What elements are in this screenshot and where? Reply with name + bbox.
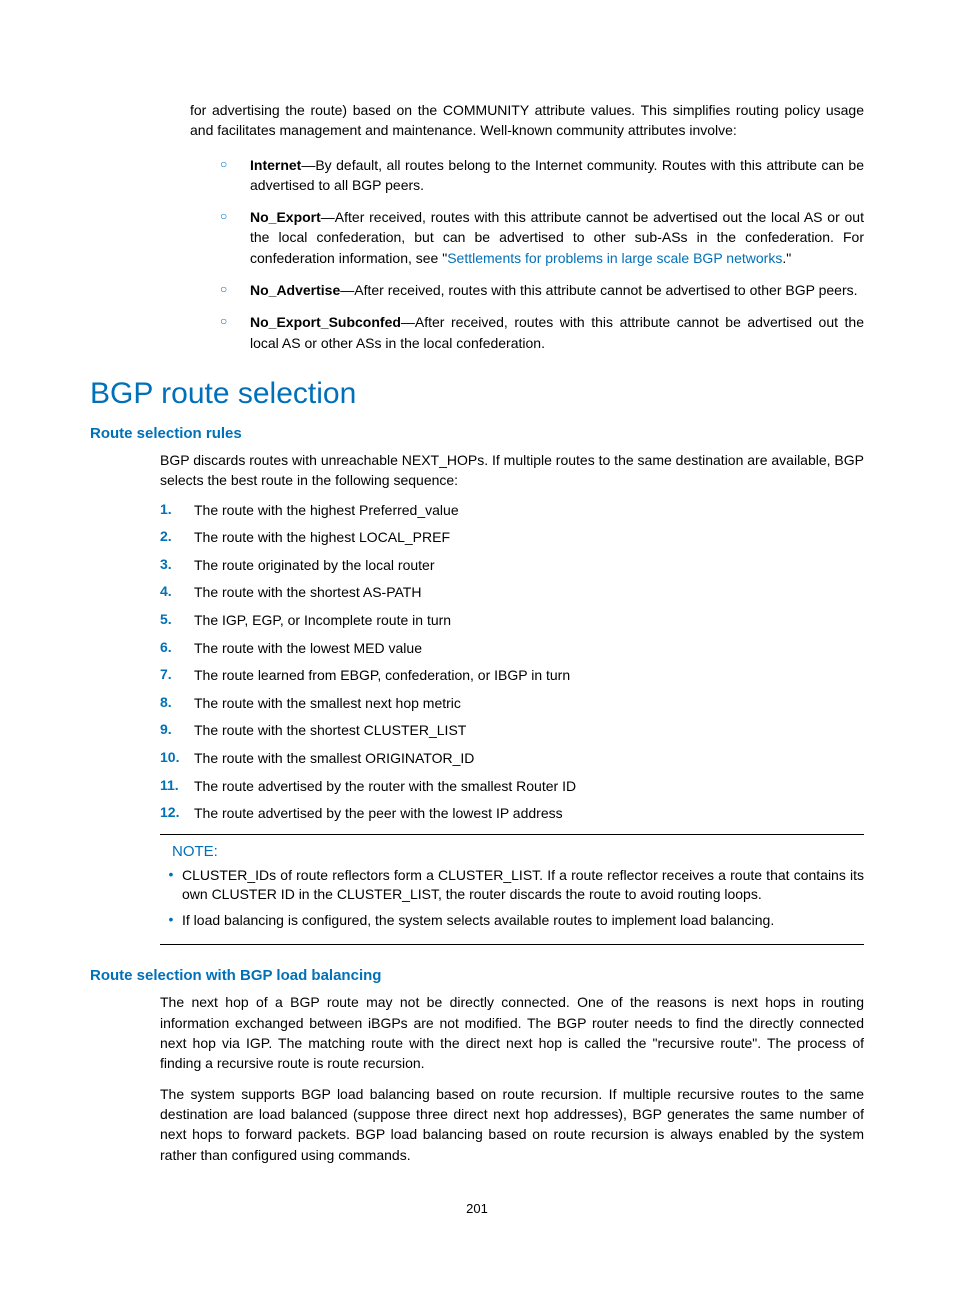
bullet-icon: • — [160, 866, 182, 905]
rule-text: The IGP, EGP, or Incomplete route in tur… — [194, 611, 864, 631]
rules-intro-paragraph: BGP discards routes with unreachable NEX… — [160, 450, 864, 491]
rule-item: 8.The route with the smallest next hop m… — [160, 694, 864, 714]
load-balancing-paragraph-2: The system supports BGP load balancing b… — [160, 1084, 864, 1165]
rule-number: 10. — [160, 749, 194, 769]
rule-number: 2. — [160, 528, 194, 548]
rule-item: 7.The route learned from EBGP, confedera… — [160, 666, 864, 686]
bullet-icon: ○ — [220, 155, 250, 196]
section-heading: BGP route selection — [90, 377, 864, 411]
bullet-icon: • — [160, 911, 182, 931]
rule-text: The route advertised by the peer with th… — [194, 804, 864, 824]
load-balancing-paragraph-1: The next hop of a BGP route may not be d… — [160, 992, 864, 1073]
rule-number: 4. — [160, 583, 194, 603]
rule-text: The route with the shortest CLUSTER_LIST — [194, 721, 864, 741]
subsection-heading: Route selection with BGP load balancing — [90, 967, 864, 984]
rule-item: 12.The route advertised by the peer with… — [160, 804, 864, 824]
rule-item: 4.The route with the shortest AS-PATH — [160, 583, 864, 603]
item-text: No_Export_Subconfed—After received, rout… — [250, 312, 864, 353]
note-text: If load balancing is configured, the sys… — [182, 911, 864, 931]
bullet-icon: ○ — [220, 280, 250, 300]
rule-text: The route with the smallest ORIGINATOR_I… — [194, 749, 864, 769]
intro-paragraph: for advertising the route) based on the … — [190, 100, 864, 141]
rule-text: The route with the lowest MED value — [194, 639, 864, 659]
rule-item: 6.The route with the lowest MED value — [160, 639, 864, 659]
note-item: • CLUSTER_IDs of route reflectors form a… — [160, 866, 864, 905]
rule-item: 3.The route originated by the local rout… — [160, 556, 864, 576]
note-box: NOTE: • CLUSTER_IDs of route reflectors … — [160, 834, 864, 946]
item-text: No_Advertise—After received, routes with… — [250, 280, 864, 300]
rule-item: 2.The route with the highest LOCAL_PREF — [160, 528, 864, 548]
subsection-heading: Route selection rules — [90, 425, 864, 442]
rule-number: 6. — [160, 639, 194, 659]
rule-item: 10.The route with the smallest ORIGINATO… — [160, 749, 864, 769]
route-selection-rules-list: 1.The route with the highest Preferred_v… — [160, 501, 864, 824]
rule-text: The route originated by the local router — [194, 556, 864, 576]
community-attributes-list: ○ Internet—By default, all routes belong… — [220, 155, 864, 353]
rule-text: The route advertised by the router with … — [194, 777, 864, 797]
rule-number: 9. — [160, 721, 194, 741]
note-item: • If load balancing is configured, the s… — [160, 911, 864, 931]
note-text: CLUSTER_IDs of route reflectors form a C… — [182, 866, 864, 905]
rule-item: 5.The IGP, EGP, or Incomplete route in t… — [160, 611, 864, 631]
rule-text: The route with the shortest AS-PATH — [194, 583, 864, 603]
rule-text: The route with the highest Preferred_val… — [194, 501, 864, 521]
rule-text: The route with the highest LOCAL_PREF — [194, 528, 864, 548]
bullet-icon: ○ — [220, 312, 250, 353]
item-text: Internet—By default, all routes belong t… — [250, 155, 864, 196]
cross-reference-link[interactable]: Settlements for problems in large scale … — [447, 250, 782, 266]
list-item: ○ No_Export—After received, routes with … — [220, 207, 864, 268]
item-text: No_Export—After received, routes with th… — [250, 207, 864, 268]
rule-text: The route with the smallest next hop met… — [194, 694, 864, 714]
rule-number: 7. — [160, 666, 194, 686]
list-item: ○ No_Advertise—After received, routes wi… — [220, 280, 864, 300]
rule-number: 11. — [160, 777, 194, 797]
list-item: ○ Internet—By default, all routes belong… — [220, 155, 864, 196]
rule-number: 12. — [160, 804, 194, 824]
rule-text: The route learned from EBGP, confederati… — [194, 666, 864, 686]
rule-item: 11.The route advertised by the router wi… — [160, 777, 864, 797]
rule-item: 1.The route with the highest Preferred_v… — [160, 501, 864, 521]
rule-number: 5. — [160, 611, 194, 631]
bullet-icon: ○ — [220, 207, 250, 268]
rule-number: 1. — [160, 501, 194, 521]
list-item: ○ No_Export_Subconfed—After received, ro… — [220, 312, 864, 353]
rule-number: 8. — [160, 694, 194, 714]
page-number: 201 — [90, 1201, 864, 1216]
rule-item: 9.The route with the shortest CLUSTER_LI… — [160, 721, 864, 741]
note-title: NOTE: — [172, 843, 864, 860]
rule-number: 3. — [160, 556, 194, 576]
